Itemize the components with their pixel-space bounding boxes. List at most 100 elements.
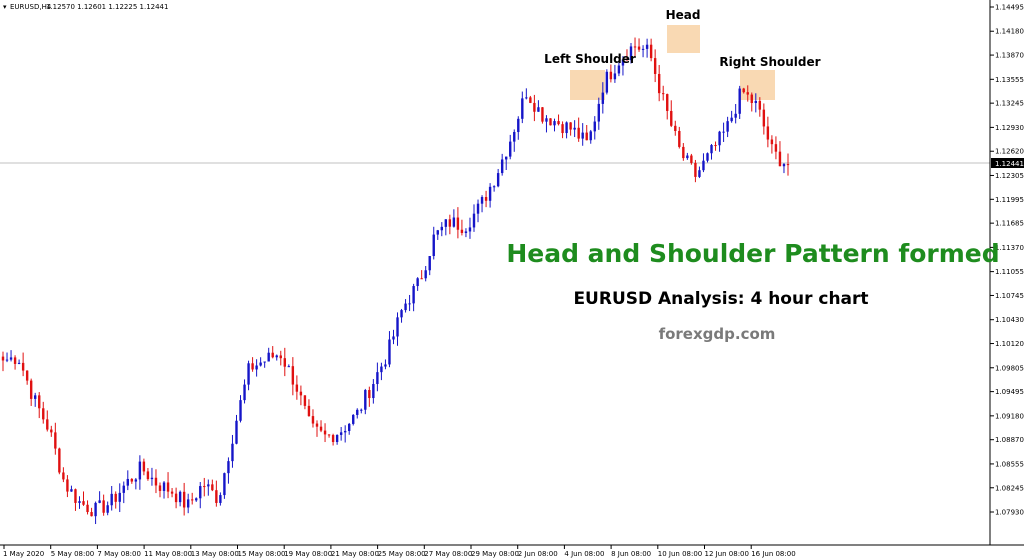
candle-body xyxy=(698,170,701,177)
candle-body xyxy=(605,71,609,93)
candle-body xyxy=(255,365,258,370)
candle-body xyxy=(54,432,57,449)
price-tick-label: 1.09805 xyxy=(995,364,1024,372)
time-tick-label: 2 Jun 08:00 xyxy=(518,550,558,558)
candle-body xyxy=(609,71,613,80)
candle-body xyxy=(142,461,146,472)
candle-body xyxy=(738,88,741,114)
candle-body xyxy=(432,234,435,257)
candle-body xyxy=(597,103,600,122)
candle-body xyxy=(25,370,29,381)
candle-body xyxy=(162,482,166,491)
candle-body xyxy=(734,113,737,118)
candle-body xyxy=(533,102,536,112)
candle-body xyxy=(492,186,496,188)
time-tick-label: 27 May 08:00 xyxy=(424,550,472,558)
price-tick-label: 1.11995 xyxy=(995,196,1024,204)
candle-body xyxy=(170,491,174,494)
candle-body xyxy=(82,501,85,505)
candle-body xyxy=(251,363,254,370)
candle-body xyxy=(726,121,729,132)
candle-body xyxy=(66,479,69,492)
candle-body xyxy=(424,270,427,279)
time-tick-label: 8 Jun 08:00 xyxy=(611,550,651,558)
candle-body xyxy=(464,231,468,233)
time-tick-label: 12 Jun 08:00 xyxy=(705,550,749,558)
chart-dropdown-icon[interactable]: ▾ xyxy=(3,3,7,11)
candle-body xyxy=(396,317,399,337)
candle-body xyxy=(670,110,673,126)
candle-body xyxy=(323,430,327,435)
candle-body xyxy=(585,132,588,141)
candle-body xyxy=(90,512,93,517)
candle-body xyxy=(420,278,423,280)
candle-body xyxy=(86,504,89,513)
candle-body xyxy=(94,502,97,517)
candle-body xyxy=(480,197,484,204)
candle-body xyxy=(182,491,186,508)
candle-body xyxy=(339,432,343,435)
candle-body xyxy=(722,131,725,133)
candle-body xyxy=(649,44,653,59)
price-tick-label: 1.12305 xyxy=(995,172,1024,180)
candle-body xyxy=(456,217,460,230)
candle-body xyxy=(573,127,576,130)
analysis-subtitle: EURUSD Analysis: 4 hour chart xyxy=(573,289,868,309)
price-tick-label: 1.11685 xyxy=(995,220,1024,228)
candle-body xyxy=(637,46,641,50)
candle-body xyxy=(335,434,339,443)
candle-body xyxy=(521,98,524,119)
candle-body xyxy=(178,491,182,503)
price-tick-label: 1.10430 xyxy=(995,316,1024,324)
candle-body xyxy=(50,429,53,433)
candle-body xyxy=(299,391,303,396)
candle-body xyxy=(191,499,194,501)
candle-body xyxy=(488,186,492,201)
candle-body xyxy=(662,93,665,95)
candle-body xyxy=(517,118,520,133)
candle-body xyxy=(38,395,41,409)
candle-body xyxy=(376,372,379,385)
candle-body xyxy=(746,92,749,95)
candle-body xyxy=(537,107,540,112)
candle-body xyxy=(287,366,291,368)
candle-body xyxy=(641,48,645,50)
candle-body xyxy=(750,94,753,104)
candle-body xyxy=(126,478,129,486)
time-tick-label: 4 Jun 08:00 xyxy=(564,550,604,558)
candle-body xyxy=(384,364,387,367)
candle-body xyxy=(348,423,351,431)
candle-body xyxy=(78,501,81,503)
candle-body xyxy=(368,390,371,399)
candle-body xyxy=(166,482,170,492)
time-tick-label: 29 May 08:00 xyxy=(471,550,519,558)
candle-body xyxy=(460,229,464,233)
candle-body xyxy=(509,141,512,157)
price-axis: 1.14495 1.14180 1.13870 1.13555 1.13245 1.129… xyxy=(990,4,1024,517)
price-tick-label: 1.13245 xyxy=(995,100,1024,108)
price-tick-label: 1.11055 xyxy=(995,268,1024,276)
candle-body xyxy=(706,153,709,161)
candle-body xyxy=(283,358,286,367)
candle-body xyxy=(158,485,162,491)
candle-body xyxy=(601,92,605,104)
candle-body xyxy=(303,395,307,406)
price-tick-label: 1.14180 xyxy=(995,28,1024,36)
candle-body xyxy=(223,473,226,496)
candle-body xyxy=(17,362,21,364)
price-tick-label: 1.13555 xyxy=(995,76,1024,84)
price-tick-label: 1.14495 xyxy=(995,4,1024,12)
candle-body xyxy=(782,164,786,167)
time-tick-label: 7 May 08:00 xyxy=(97,550,141,558)
candle-body xyxy=(146,471,150,480)
candle-body xyxy=(122,485,125,493)
candle-body xyxy=(589,131,592,141)
candle-body xyxy=(138,461,142,480)
candle-body xyxy=(476,203,480,214)
current-price-label: 1.12441 xyxy=(995,160,1024,168)
price-tick-label: 1.10120 xyxy=(995,340,1024,348)
candle-body xyxy=(62,472,65,480)
candle-body xyxy=(404,303,407,311)
